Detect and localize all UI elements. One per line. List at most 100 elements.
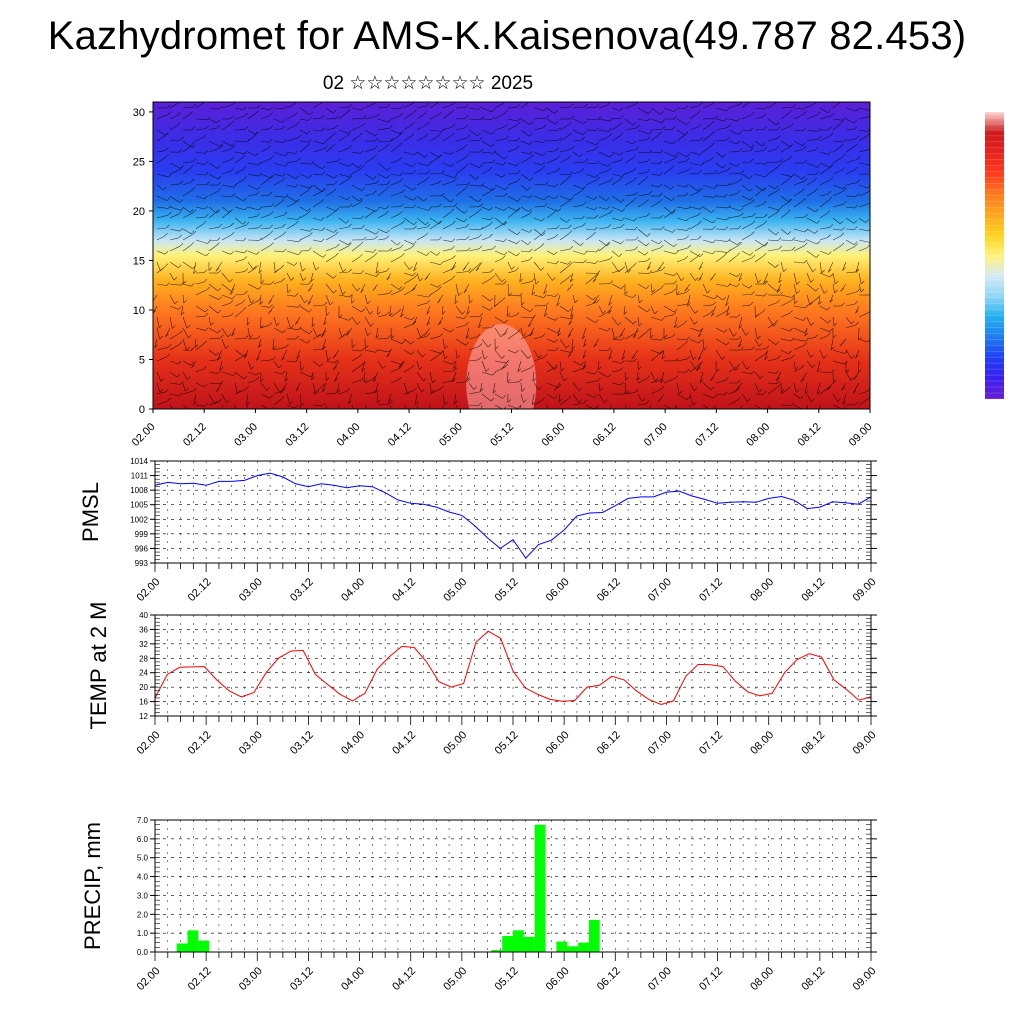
- wind-barb-flag: [164, 132, 168, 137]
- wind-barb-flag: [423, 111, 428, 115]
- wind-barb-flag: [179, 330, 183, 334]
- wind-barb-flag: [608, 356, 612, 360]
- wind-barb: [454, 294, 457, 304]
- wind-barb: [546, 236, 556, 241]
- wind-barb-flag: [315, 391, 319, 395]
- wind-barb-flag: [617, 321, 622, 326]
- wind-barb-flag: [307, 117, 312, 121]
- wind-barb-flag: [522, 333, 527, 337]
- wind-barb-flag: [594, 196, 598, 200]
- wind-barb-flag: [180, 311, 185, 316]
- wind-barb-flag: [542, 230, 546, 234]
- wind-barb-flag: [542, 124, 547, 129]
- wind-barb: [230, 283, 236, 295]
- wind-barb-flag: [192, 209, 197, 213]
- wind-barb: [559, 135, 569, 142]
- wind-barb: [611, 269, 622, 274]
- wind-barb-flag: [554, 395, 558, 400]
- wind-barb: [556, 294, 561, 306]
- wind-barb-flag: [645, 199, 649, 203]
- wind-barb-flag: [321, 127, 326, 131]
- wind-barb: [429, 151, 440, 158]
- wind-barb-flag: [789, 310, 793, 314]
- wind-barb-flag: [269, 112, 273, 116]
- wind-barb-flag: [660, 244, 664, 249]
- wind-barb: [728, 255, 737, 263]
- wind-barb-flag: [166, 197, 171, 201]
- wind-barb-flag: [646, 212, 651, 217]
- wind-barb: [231, 327, 236, 337]
- wind-barb-flag: [685, 183, 689, 188]
- wind-barb-flag: [791, 354, 795, 358]
- wind-barb-flag: [699, 379, 704, 384]
- wind-barb: [858, 107, 870, 111]
- wind-barb-flag: [451, 245, 455, 250]
- wind-barb: [156, 184, 164, 191]
- wind-barb-flag: [865, 219, 869, 223]
- wind-barb-flag: [478, 198, 482, 203]
- wind-barb-flag: [580, 361, 585, 366]
- wind-barb: [767, 248, 779, 252]
- wind-barb-flag: [304, 299, 308, 304]
- wind-barb: [754, 327, 758, 340]
- wind-barb: [858, 398, 868, 406]
- wind-barb-flag: [503, 220, 507, 225]
- x-tick-label: 08.12: [799, 729, 827, 757]
- wind-barb-flag: [229, 115, 234, 120]
- wind-barb-flag: [178, 148, 183, 153]
- wind-barb-flag: [804, 332, 809, 337]
- wind-barb-flag: [295, 321, 299, 325]
- wind-barb-flag: [294, 293, 299, 297]
- wind-barb: [286, 151, 295, 154]
- wind-barb-flag: [270, 280, 275, 285]
- wind-barb-flag: [308, 288, 312, 292]
- wind-barb-flag: [219, 143, 223, 147]
- wind-barb: [247, 360, 252, 370]
- wind-barb: [442, 112, 452, 120]
- wind-barb: [195, 368, 204, 373]
- wind-barb: [663, 404, 673, 409]
- wind-barb-flag: [541, 333, 546, 337]
- wind-barb: [715, 118, 725, 122]
- wind-barb: [333, 360, 340, 371]
- wind-barb-flag: [451, 238, 456, 242]
- wind-barb-flag: [710, 156, 715, 160]
- wind-barb-flag: [698, 266, 703, 270]
- wind-barb-flag: [452, 378, 456, 383]
- wind-barb: [793, 338, 806, 342]
- wind-barb: [533, 272, 537, 285]
- wind-barb: [855, 349, 860, 359]
- wind-barb: [793, 272, 797, 285]
- wind-barb: [558, 393, 561, 403]
- wind-barb: [390, 160, 399, 164]
- wind-barb-flag: [478, 324, 482, 329]
- wind-barb: [169, 333, 180, 340]
- wind-barb-flag: [358, 164, 362, 169]
- wind-barb: [247, 227, 259, 230]
- wind-barb-flag: [215, 352, 220, 356]
- wind-barb-flag: [268, 321, 273, 326]
- wind-barb: [507, 181, 518, 186]
- wind-barb-flag: [217, 269, 222, 274]
- wind-barb-flag: [243, 176, 248, 180]
- wind-barb: [234, 107, 244, 111]
- wind-barb: [728, 129, 739, 135]
- wind-barb-flag: [673, 243, 677, 248]
- wind-barb: [325, 183, 335, 186]
- wind-barb: [221, 234, 232, 241]
- wind-barb: [559, 277, 569, 285]
- wind-barb: [273, 140, 284, 143]
- wind-barb-flag: [840, 232, 845, 237]
- wind-barb-flag: [593, 343, 597, 348]
- wind-barb-flag: [711, 312, 715, 317]
- wind-barb: [858, 129, 868, 132]
- wind-barb: [321, 382, 327, 393]
- wind-barb-flag: [815, 296, 820, 300]
- wind-barb: [533, 118, 546, 120]
- wind-barb-flag: [361, 347, 365, 352]
- wind-barb: [273, 267, 282, 274]
- wind-barb-flag: [308, 247, 312, 251]
- wind-barb-flag: [855, 268, 859, 273]
- wind-barb-flag: [349, 163, 353, 167]
